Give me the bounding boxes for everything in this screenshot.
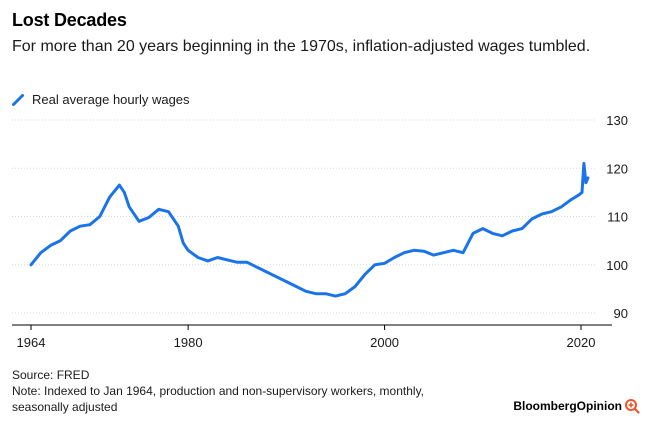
x-tick-label-2020: 2020 — [567, 335, 596, 350]
legend-line-icon — [12, 93, 24, 106]
note-line-2: seasonally adjusted — [12, 400, 118, 414]
legend: Real average hourly wages — [12, 92, 190, 107]
brand-logo: BloombergOpinion — [513, 398, 640, 414]
x-tick-label-1980: 1980 — [174, 335, 203, 350]
chart-title: Lost Decades — [12, 10, 127, 30]
x-tick-label-2000: 2000 — [370, 335, 399, 350]
chart-subtitle: For more than 20 years beginning in the … — [12, 38, 591, 55]
y-axis-labels: 90 100 110 120 130 — [606, 113, 628, 321]
magnifier-plus-icon — [625, 399, 640, 414]
y-tick-label-130: 130 — [606, 113, 628, 128]
series-line-0 — [29, 161, 590, 298]
y-tick-label-110: 110 — [607, 210, 628, 225]
legend-label: Real average hourly wages — [32, 92, 190, 107]
gridlines — [12, 119, 596, 314]
y-tick-label-100: 100 — [606, 258, 628, 273]
y-tick-label-120: 120 — [606, 161, 628, 176]
series-group — [29, 161, 590, 298]
x-axis-labels: 1964 1980 2000 2020 — [17, 325, 596, 350]
y-tick-label-90: 90 — [614, 306, 628, 321]
note-line-1: Note: Indexed to Jan 1964, production an… — [12, 384, 425, 398]
source-text: Source: FRED — [12, 368, 90, 382]
brand-text: BloombergOpinion — [513, 399, 622, 413]
x-tick-label-1964: 1964 — [17, 335, 46, 350]
